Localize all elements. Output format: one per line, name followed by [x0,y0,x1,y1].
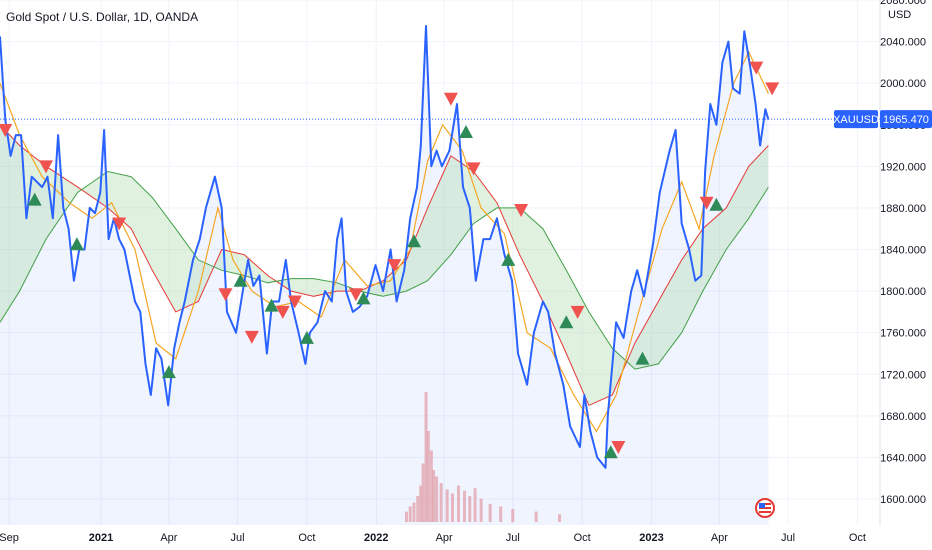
buy-signal-marker [635,351,650,365]
y-tick-label: 1720.000 [880,369,926,381]
buy-signal-marker [603,445,618,459]
sell-signal-marker [244,330,259,344]
sell-signal-marker [112,217,127,231]
y-tick-label: 2040.000 [880,37,926,49]
sell-signal-marker [275,305,290,319]
volume-bar [558,514,562,522]
sell-signal-marker [0,123,13,137]
buy-signal-marker [559,315,574,329]
sell-signal-marker [443,92,458,106]
buy-signal-marker [233,273,248,287]
volume-bar [429,450,433,522]
x-tick-label: Apr [160,532,177,544]
x-tick-label: Apr [436,532,453,544]
us-flag-icon[interactable] [755,498,775,518]
sell-signal-marker [466,162,481,176]
x-tick-label: 2022 [364,532,388,544]
buy-signal-marker [69,237,84,251]
x-tick-label: 2021 [89,532,113,544]
buy-signal-marker [356,291,371,305]
volume-bar [450,493,454,522]
y-tick-label: 1920.000 [880,161,926,173]
x-tick-label: 2023 [639,532,663,544]
volume-bar [468,496,472,522]
chart-title: Gold Spot / U.S. Dollar, 1D, OANDA [6,10,199,24]
price-area [0,26,769,525]
sell-signal-marker [287,295,302,309]
y-tick-label: 1840.000 [880,245,926,257]
ticker-label: XAUUSD [833,114,879,126]
signal-markers [0,61,780,459]
last-price-tag [880,110,932,129]
y-tick-label: 1880.000 [880,203,926,215]
volume-bar [435,476,439,522]
volume-bar [419,485,423,522]
buy-signal-marker [501,252,516,266]
x-tick-label: Jul [231,532,245,544]
last-price-label: 1965.470 [883,114,929,126]
volume-bar [412,502,416,522]
volume-bar [534,511,538,522]
volume-bar [488,503,492,522]
volume-bar [456,485,460,522]
buy-signal-marker [709,197,724,211]
volume-bar [408,506,412,522]
buy-signal-marker [264,298,279,312]
sell-signal-marker [749,61,764,75]
price-axis[interactable]: 2080.0002040.0002000.0001960.0001920.000… [880,0,926,506]
volume-bar [432,470,436,522]
y-tick-label: 2080.000 [880,0,926,7]
volume-bar [426,431,430,522]
volume-bar [445,489,449,522]
x-tick-label: Jul [781,532,795,544]
sell-signal-marker [348,288,363,302]
sell-signal-marker [611,441,626,455]
x-tick-label: Jul [506,532,520,544]
time-axis[interactable]: Sep 2021 Apr Jul Oct 2022 Apr Jul Oct 2023 Apr Jul O… [0,532,866,544]
sell-signal-marker [218,288,233,302]
buy-signal-marker [459,125,474,139]
y-tick-label: 1640.000 [880,452,926,464]
buy-signal-marker [299,330,314,344]
x-tick-label: Apr [711,532,728,544]
x-tick-label: Oct [298,532,315,544]
band-fills [0,26,769,525]
sell-signal-marker [699,196,714,210]
volume-bar [479,498,483,522]
sell-signal-marker [765,82,780,96]
volume-bar [424,392,428,522]
ticker-tag [834,110,878,129]
y-tick-label: 1760.000 [880,328,926,340]
volume-bar [421,463,425,522]
buy-signal-marker [161,365,176,379]
volume-bar [404,511,408,522]
sell-signal-marker [38,160,53,174]
fast-ma-line [0,50,769,433]
volume-bar [439,483,443,522]
buy-signal-marker [27,192,42,206]
volume-bar [511,509,515,522]
currency-label: USD [888,9,911,21]
price-tags: XAUUSD 1965.470 [833,110,932,129]
sell-signal-marker [387,259,402,273]
x-tick-label: Sep [0,532,19,544]
y-tick-label: 1800.000 [880,286,926,298]
gridlines [0,0,880,525]
sell-signal-marker [570,305,585,319]
band-fill [0,124,769,406]
y-tick-label: 2000.000 [880,78,926,90]
volume-bar [499,506,503,522]
x-tick-label: Oct [849,532,866,544]
y-tick-label: 1600.000 [880,494,926,506]
volume-bar [473,488,477,522]
sell-signal-marker [514,204,529,217]
x-tick-label: Oct [574,532,591,544]
buy-signal-marker [406,234,421,248]
volume-bar [463,490,467,522]
y-tick-label: 1680.000 [880,411,926,423]
volume-bar [416,496,420,522]
volume-bars [404,392,562,522]
